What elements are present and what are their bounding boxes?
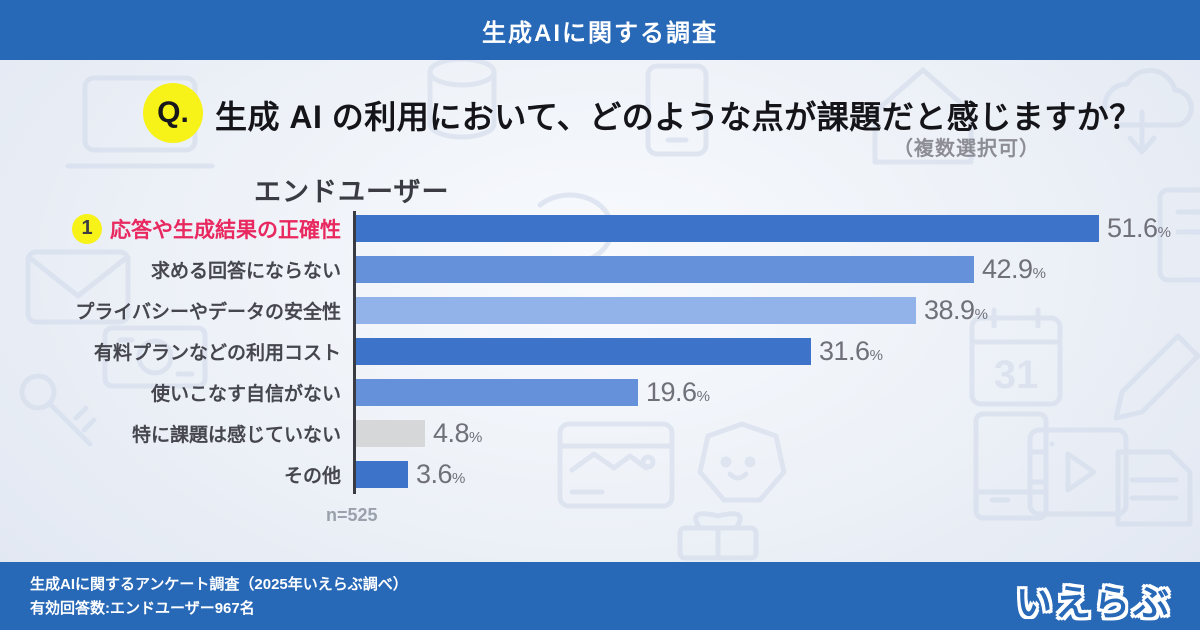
bar-cell: 4.8% — [356, 418, 1200, 449]
bar — [356, 256, 974, 283]
bar-label: 特に課題は感じていない — [0, 420, 353, 447]
bar-value-number: 31.6 — [819, 336, 870, 366]
bar-cell: 3.6% — [356, 459, 1200, 490]
footer-banner: 生成AIに関するアンケート調査（2025年いえらぶ調べ） 有効回答数:エンドユー… — [0, 562, 1200, 630]
chart-row: 有料プランなどの利用コスト 31.6% — [0, 331, 1200, 372]
bar-value: 3.6% — [416, 459, 465, 490]
footer-source-line2: 有効回答数:エンドユーザー967名 — [30, 600, 255, 617]
chart-title: エンドユーザー — [254, 177, 450, 207]
sample-size: n=525 — [326, 505, 378, 525]
chart-row: 1 応答や生成結果の正確性 51.6% — [0, 208, 1200, 249]
bar-label: 使いこなす自信がない — [0, 379, 353, 406]
header-banner: 生成AIに関する調査 — [0, 0, 1200, 60]
bar-label-text: その他 — [283, 466, 341, 487]
bar-cell: 42.9% — [356, 254, 1200, 285]
bar-value-unit: % — [1157, 224, 1171, 241]
bar-value-unit: % — [469, 429, 482, 446]
bar-value-unit: % — [974, 306, 988, 323]
page-title: 生成AIに関する調査 — [482, 19, 718, 47]
bar — [356, 420, 425, 447]
question-text: 生成 AI の利用において、どのような点が課題だと感じますか？ — [215, 99, 1142, 135]
bar — [356, 338, 811, 365]
bar-label-text: 特に課題は感じていない — [131, 425, 341, 446]
bar-label: 有料プランなどの利用コスト — [0, 338, 353, 365]
bar-value: 51.6% — [1107, 213, 1171, 244]
bar-value-number: 4.8 — [433, 418, 470, 448]
bar-value-number: 38.9 — [924, 295, 975, 325]
bar — [356, 297, 916, 324]
bar-value-number: 3.6 — [416, 459, 453, 489]
bar-value-unit: % — [869, 347, 883, 364]
bar-value-number: 19.6 — [646, 377, 697, 407]
chart-row: プライバシーやデータの安全性 38.9% — [0, 290, 1200, 331]
bar-value-unit: % — [696, 388, 710, 405]
bar — [356, 461, 408, 488]
bar-label: 求める回答にならない — [0, 256, 353, 283]
bar-value: 19.6% — [646, 377, 710, 408]
multiple-choice-note: （複数選択可） — [893, 138, 1040, 160]
bar-value-unit: % — [452, 470, 465, 487]
chart-row: その他 3.6% — [0, 454, 1200, 495]
gift-icon — [677, 511, 759, 561]
question-badge: Q. — [143, 83, 203, 143]
bar-label-text: 応答や生成結果の正確性 — [110, 218, 341, 242]
bar — [356, 215, 1099, 242]
bar-label-text: 使いこなす自信がない — [150, 384, 341, 405]
bar-cell: 38.9% — [356, 295, 1200, 326]
bar-value: 38.9% — [924, 295, 988, 326]
bar-label: その他 — [0, 461, 353, 488]
chart-rows: 1 応答や生成結果の正確性 51.6% 求める回答にならない 42.9% プライバシーやデ… — [0, 208, 1200, 495]
bar-label: プライバシーやデータの安全性 — [0, 297, 353, 324]
bar-value: 42.9% — [982, 254, 1046, 285]
bar-label-text: 有料プランなどの利用コスト — [93, 343, 341, 364]
bar-label-text: 求める回答にならない — [150, 261, 341, 282]
bar-value-number: 42.9 — [982, 254, 1033, 284]
bar-label: 1 応答や生成結果の正確性 — [0, 213, 353, 244]
chart-row: 特に課題は感じていない 4.8% — [0, 413, 1200, 454]
bar-chart: 1 応答や生成結果の正確性 51.6% 求める回答にならない 42.9% プライバシーやデ… — [0, 208, 1200, 525]
bar-value: 4.8% — [433, 418, 482, 449]
bar — [356, 379, 638, 406]
chart-row: 求める回答にならない 42.9% — [0, 249, 1200, 290]
chart-axis-line — [353, 211, 356, 494]
chart-row: 使いこなす自信がない 19.6% — [0, 372, 1200, 413]
footer-source-line1: 生成AIに関するアンケート調査（2025年いえらぶ調べ） — [30, 576, 408, 593]
bar-cell: 51.6% — [356, 213, 1200, 244]
bar-value: 31.6% — [819, 336, 883, 367]
bar-cell: 19.6% — [356, 377, 1200, 408]
rank-1-badge: 1 — [72, 213, 102, 244]
bar-cell: 31.6% — [356, 336, 1200, 367]
footer-source: 生成AIに関するアンケート調査（2025年いえらぶ調べ） 有効回答数:エンドユー… — [30, 573, 408, 621]
ielove-logo: いえらぶ — [1015, 582, 1172, 623]
bar-value-unit: % — [1032, 265, 1046, 282]
bar-label-text: プライバシーやデータの安全性 — [75, 302, 341, 323]
bar-value-number: 51.6 — [1107, 213, 1158, 243]
